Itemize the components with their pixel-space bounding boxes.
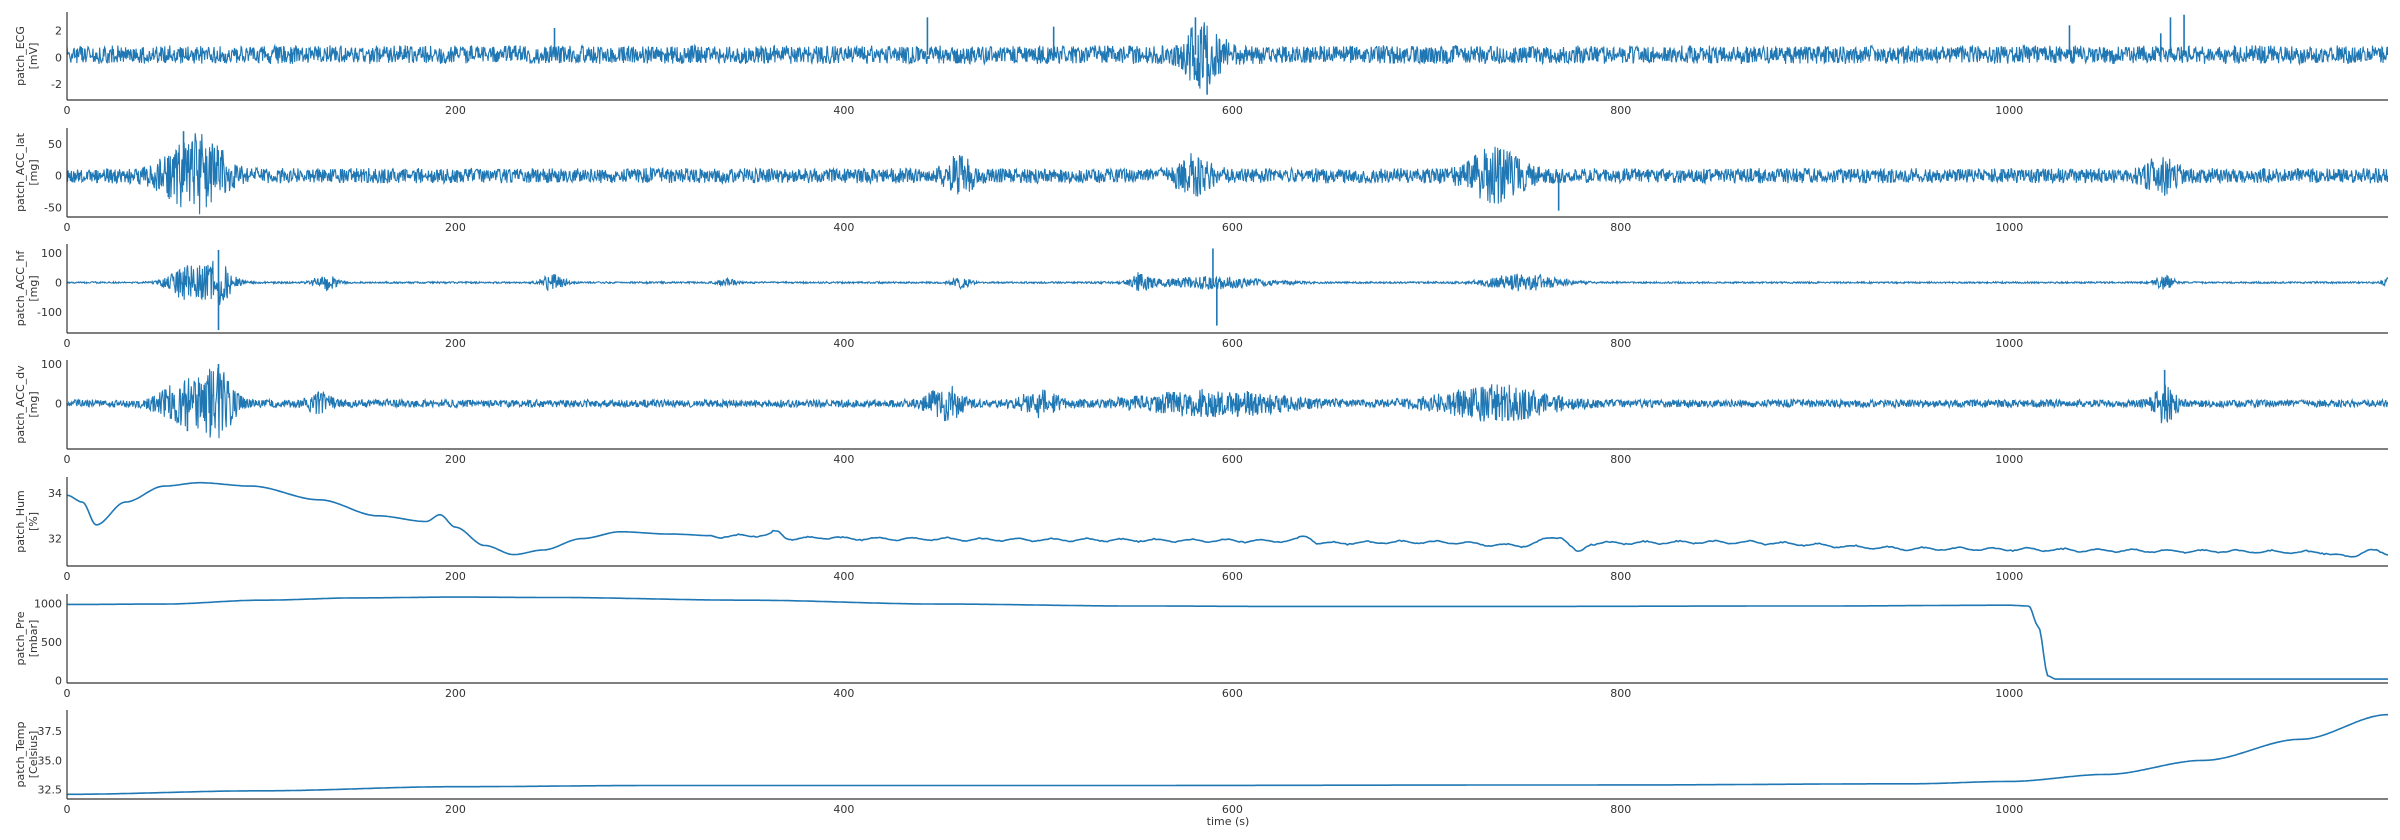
subplot-hum: 32 34 0 200 400 600 800 1000 patch_Hum[%] (14, 477, 2388, 583)
x-tick-label: 1000 (1995, 687, 2023, 700)
series-line-pre (67, 596, 2388, 680)
series-line-hum (67, 481, 2388, 558)
x-tick-label: 800 (1610, 570, 1631, 583)
x-tick-label: 800 (1610, 803, 1631, 816)
y-tick-label: 100 (41, 358, 62, 371)
x-tick-label: 0 (64, 803, 71, 816)
x-tick-label: 1000 (1995, 803, 2023, 816)
y-axis-label: patch_ECG[mV] (14, 26, 40, 86)
y-tick-label: -50 (44, 201, 62, 214)
x-tick-label: 600 (1222, 337, 1243, 350)
x-tick-label: 0 (64, 221, 71, 234)
x-tick-label: 400 (833, 570, 854, 583)
y-axis-label: patch_ACC_lat[mg] (14, 132, 40, 212)
y-tick-label: 50 (48, 138, 62, 151)
x-tick-label: 400 (833, 453, 854, 466)
x-tick-label: 200 (445, 570, 466, 583)
x-tick-label: 200 (445, 803, 466, 816)
series-line-temp (67, 713, 2388, 796)
x-tick-label: 200 (445, 104, 466, 117)
x-tick-label: 600 (1222, 687, 1243, 700)
x-tick-label: 400 (833, 104, 854, 117)
y-tick-label: 500 (41, 636, 62, 649)
y-axis-label: patch_Hum[%] (14, 490, 40, 553)
x-tick-label: 800 (1610, 337, 1631, 350)
y-tick-label: 0 (55, 277, 62, 290)
x-tick-label: 200 (445, 687, 466, 700)
x-tick-label: 800 (1610, 104, 1631, 117)
y-axis-label: patch_Pre[mbar] (14, 611, 40, 665)
x-tick-label: 400 (833, 337, 854, 350)
y-tick-label: 37.5 (38, 725, 63, 738)
y-axis-label: patch_Temp[Celsius] (14, 722, 40, 788)
x-tick-label: 600 (1222, 803, 1243, 816)
y-axis-label: patch_ACC_dv[mg] (14, 365, 40, 444)
y-tick-label: -100 (37, 306, 62, 319)
x-tick-label: 600 (1222, 453, 1243, 466)
y-tick-label: 0 (55, 51, 62, 64)
x-tick-label: 400 (833, 221, 854, 234)
y-tick-label: 32.5 (38, 784, 63, 797)
y-tick-label: 32 (48, 533, 62, 546)
x-tick-label: 400 (833, 803, 854, 816)
x-tick-label: 1000 (1995, 337, 2023, 350)
x-tick-label: 200 (445, 337, 466, 350)
subplot-temp: 32.5 35.0 37.5 0 200 400 600 800 1000 patch_Temp[… (14, 710, 2388, 816)
x-tick-label: 600 (1222, 570, 1243, 583)
x-tick-label: 400 (833, 687, 854, 700)
x-tick-label: 200 (445, 221, 466, 234)
x-tick-label: 1000 (1995, 453, 2023, 466)
y-tick-label: -2 (51, 78, 62, 91)
y-tick-label: 2 (55, 25, 62, 38)
x-tick-label: 200 (445, 453, 466, 466)
x-tick-label: 1000 (1995, 104, 2023, 117)
series-line-acc-dv (67, 367, 2388, 439)
x-tick-label: 600 (1222, 221, 1243, 234)
y-tick-label: 1000 (34, 597, 62, 610)
x-tick-label: 1000 (1995, 570, 2023, 583)
x-tick-label: 0 (64, 453, 71, 466)
y-tick-label: 0 (55, 170, 62, 183)
series-line-ecg (67, 22, 2388, 89)
x-tick-label: 800 (1610, 453, 1631, 466)
x-tick-label: 1000 (1995, 221, 2023, 234)
y-tick-label: 35.0 (38, 754, 63, 767)
y-tick-label: 0 (55, 675, 62, 688)
x-tick-label: 800 (1610, 687, 1631, 700)
x-tick-label: 0 (64, 687, 71, 700)
x-tick-label: 600 (1222, 104, 1243, 117)
x-tick-label: 0 (64, 570, 71, 583)
x-tick-label: 0 (64, 104, 71, 117)
series-line-acc-hf (67, 260, 2388, 306)
y-tick-label: 100 (41, 247, 62, 260)
y-axis-label: patch_ACC_hf[mg] (14, 250, 40, 327)
x-tick-label: 800 (1610, 221, 1631, 234)
y-tick-label: 0 (55, 398, 62, 411)
series-line-acc-lat (67, 133, 2388, 215)
y-tick-label: 34 (48, 487, 62, 500)
x-tick-label: 0 (64, 337, 71, 350)
x-axis-label: time (s) (1207, 815, 1250, 828)
